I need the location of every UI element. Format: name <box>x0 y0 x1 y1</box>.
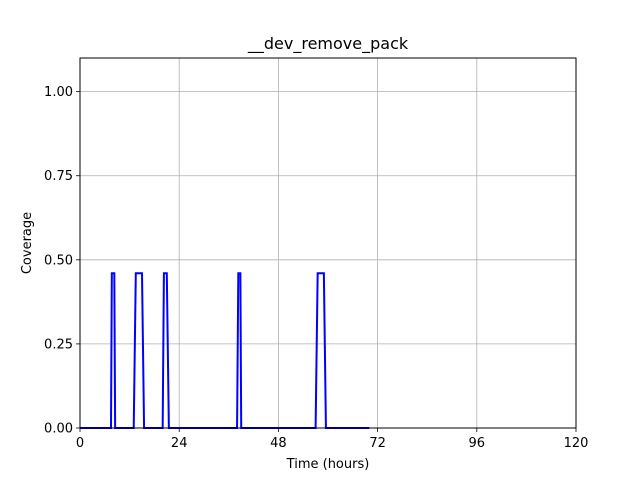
series-layer <box>80 272 370 429</box>
x-tick-label: 120 <box>564 436 589 451</box>
chart-title: __dev_remove_pack <box>247 34 409 54</box>
y-tick-label: 0.25 <box>44 337 73 352</box>
ticks: 0 24 48 72 96 120 0.00 0.25 0.50 0.75 1.00 <box>44 85 588 451</box>
x-axis-label: Time (hours) <box>286 457 370 472</box>
x-tick-label: 72 <box>369 436 386 451</box>
x-tick-label: 0 <box>76 436 84 451</box>
y-axis-label: Coverage <box>20 212 35 274</box>
plot-frame <box>79 57 577 429</box>
y-tick-label: 0.50 <box>44 253 73 268</box>
x-tick-label: 24 <box>171 436 188 451</box>
x-tick-label: 96 <box>469 436 486 451</box>
series-line-1 <box>80 272 370 429</box>
y-tick-label: 0.75 <box>44 169 73 184</box>
x-tick-label: 48 <box>270 436 287 451</box>
y-tick-label: 1.00 <box>44 85 73 100</box>
y-tick-label: 0.00 <box>44 422 73 437</box>
